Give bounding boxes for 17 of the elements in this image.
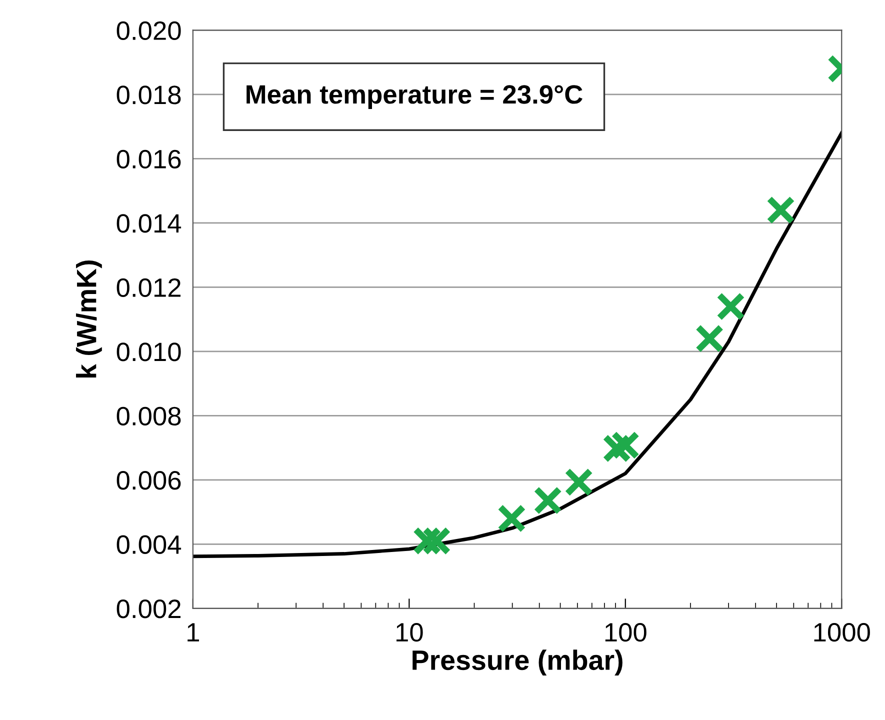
annotation: Mean temperature = 23.9°C (246, 85, 582, 110)
x-tick-label: 1000 (814, 622, 870, 642)
x-axis-title: Pressure (mbar) (412, 650, 622, 676)
y-tick-label: 0.014 (116, 214, 182, 233)
y-tick-label: 0.018 (116, 86, 181, 104)
x-tick-label: 1 (188, 623, 199, 642)
y-tick-label: 0.004 (116, 535, 182, 554)
y-tick-label: 0.008 (116, 406, 181, 426)
y-axis-title: k (W/mK) (76, 260, 102, 378)
x-tick-label: 100 (605, 622, 646, 642)
x-tick-label: 10 (396, 622, 423, 642)
y-tick-label: 0.010 (116, 342, 181, 362)
y-tick-label: 0.002 (116, 600, 180, 618)
y-tick-label: 0.012 (116, 278, 180, 298)
y-tick-label: 0.016 (116, 150, 181, 169)
y-tick-label: 0.020 (116, 21, 181, 40)
y-tick-label: 0.006 (116, 471, 181, 490)
